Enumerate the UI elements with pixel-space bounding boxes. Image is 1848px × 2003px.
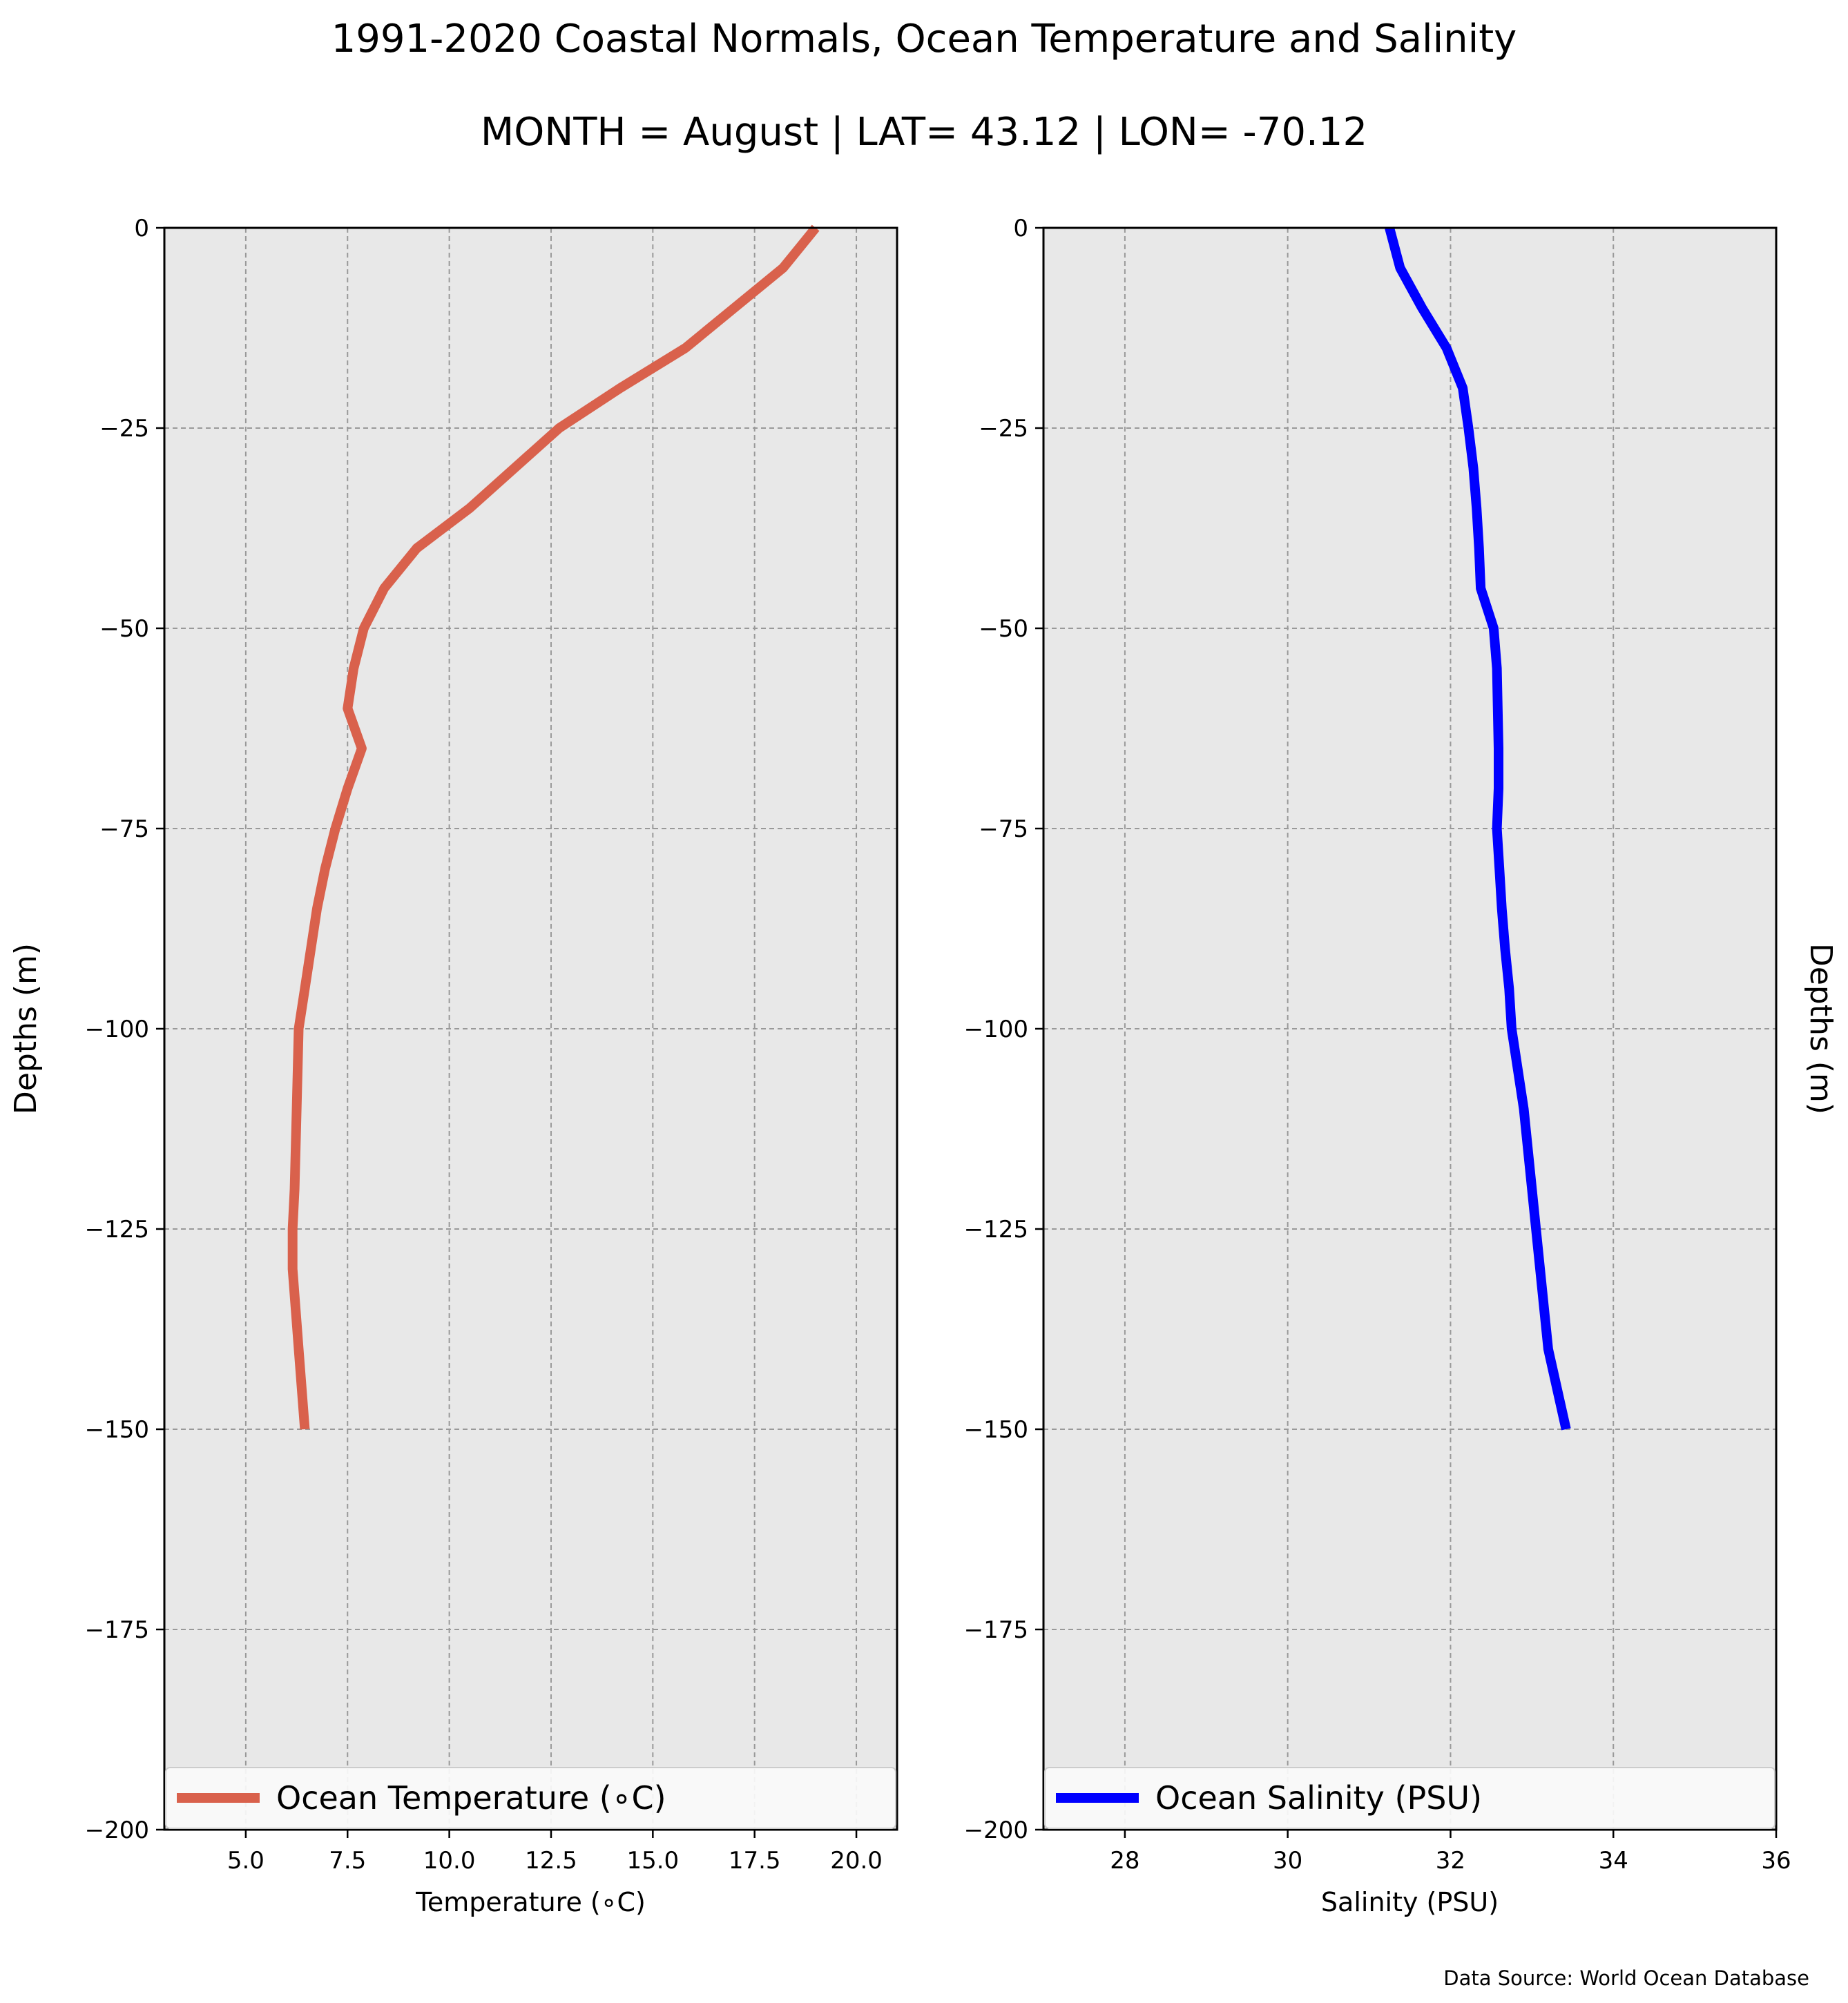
- y-tick-label: −25: [99, 415, 149, 443]
- x-tick-label: 32: [1436, 1847, 1465, 1875]
- x-tick-label: 17.5: [729, 1847, 781, 1875]
- y-tick-label: −150: [964, 1416, 1028, 1444]
- legend-box: [165, 1767, 896, 1829]
- series-line: [287, 224, 820, 1430]
- y-axis-label: Depths (m): [1803, 943, 1838, 1114]
- y-tick-label: −125: [964, 1216, 1028, 1244]
- y-tick-label: −100: [85, 1016, 149, 1043]
- x-tick-label: 5.0: [227, 1847, 264, 1875]
- y-axis-label: Depths (m): [8, 943, 44, 1114]
- y-tick-label: 0: [134, 215, 149, 242]
- temperature-panel: 5.0 7.5 10.0 12.5 15.0 17.5 20.0 0 −25 −50 −75 −100…: [8, 215, 898, 1917]
- y-tick-label: −150: [85, 1416, 149, 1444]
- y-tick-label: −200: [85, 1817, 149, 1844]
- y-tick-label: −200: [964, 1817, 1028, 1844]
- x-tick-label: 7.5: [329, 1847, 366, 1875]
- x-axis-label: Salinity (PSU): [1321, 1887, 1499, 1917]
- x-tick-label: 20.0: [830, 1847, 883, 1875]
- y-tick-label: −50: [979, 615, 1028, 643]
- chart-subtitle: MONTH = August | LAT= 43.12 | LON= -70.1…: [481, 110, 1367, 155]
- x-tick-label: 15.0: [626, 1847, 679, 1875]
- y-tick-label: −75: [99, 815, 149, 843]
- x-tick-label: 34: [1599, 1847, 1628, 1875]
- y-tick-label: −175: [964, 1616, 1028, 1644]
- x-tick-label: 28: [1110, 1847, 1139, 1875]
- y-tick-label: −125: [85, 1216, 149, 1244]
- y-tick-label: −25: [979, 415, 1028, 443]
- series-line: [1385, 226, 1571, 1431]
- x-tick-label: 12.5: [525, 1847, 577, 1875]
- y-tick-label: −75: [979, 815, 1028, 843]
- chart-title: 1991-2020 Coastal Normals, Ocean Tempera…: [331, 17, 1517, 61]
- salinity-panel: 28 30 32 34 36 0 −25 −50 −75 −100 −125 −150 −175 −200…: [964, 215, 1838, 1917]
- legend-label: Ocean Salinity (PSU): [1155, 1779, 1482, 1817]
- source-note: Data Source: World Ocean Database: [1443, 1966, 1809, 1990]
- legend-box: [1044, 1767, 1775, 1829]
- y-tick-label: 0: [1013, 215, 1028, 242]
- y-tick-label: −100: [964, 1016, 1028, 1043]
- x-tick-label: 36: [1761, 1847, 1791, 1875]
- x-tick-label: 30: [1273, 1847, 1302, 1875]
- y-tick-label: −50: [99, 615, 149, 643]
- x-tick-label: 10.0: [423, 1847, 476, 1875]
- legend-label: Ocean Temperature (∘C): [276, 1779, 666, 1817]
- x-axis-label: Temperature (∘C): [415, 1887, 646, 1917]
- y-tick-label: −175: [85, 1616, 149, 1644]
